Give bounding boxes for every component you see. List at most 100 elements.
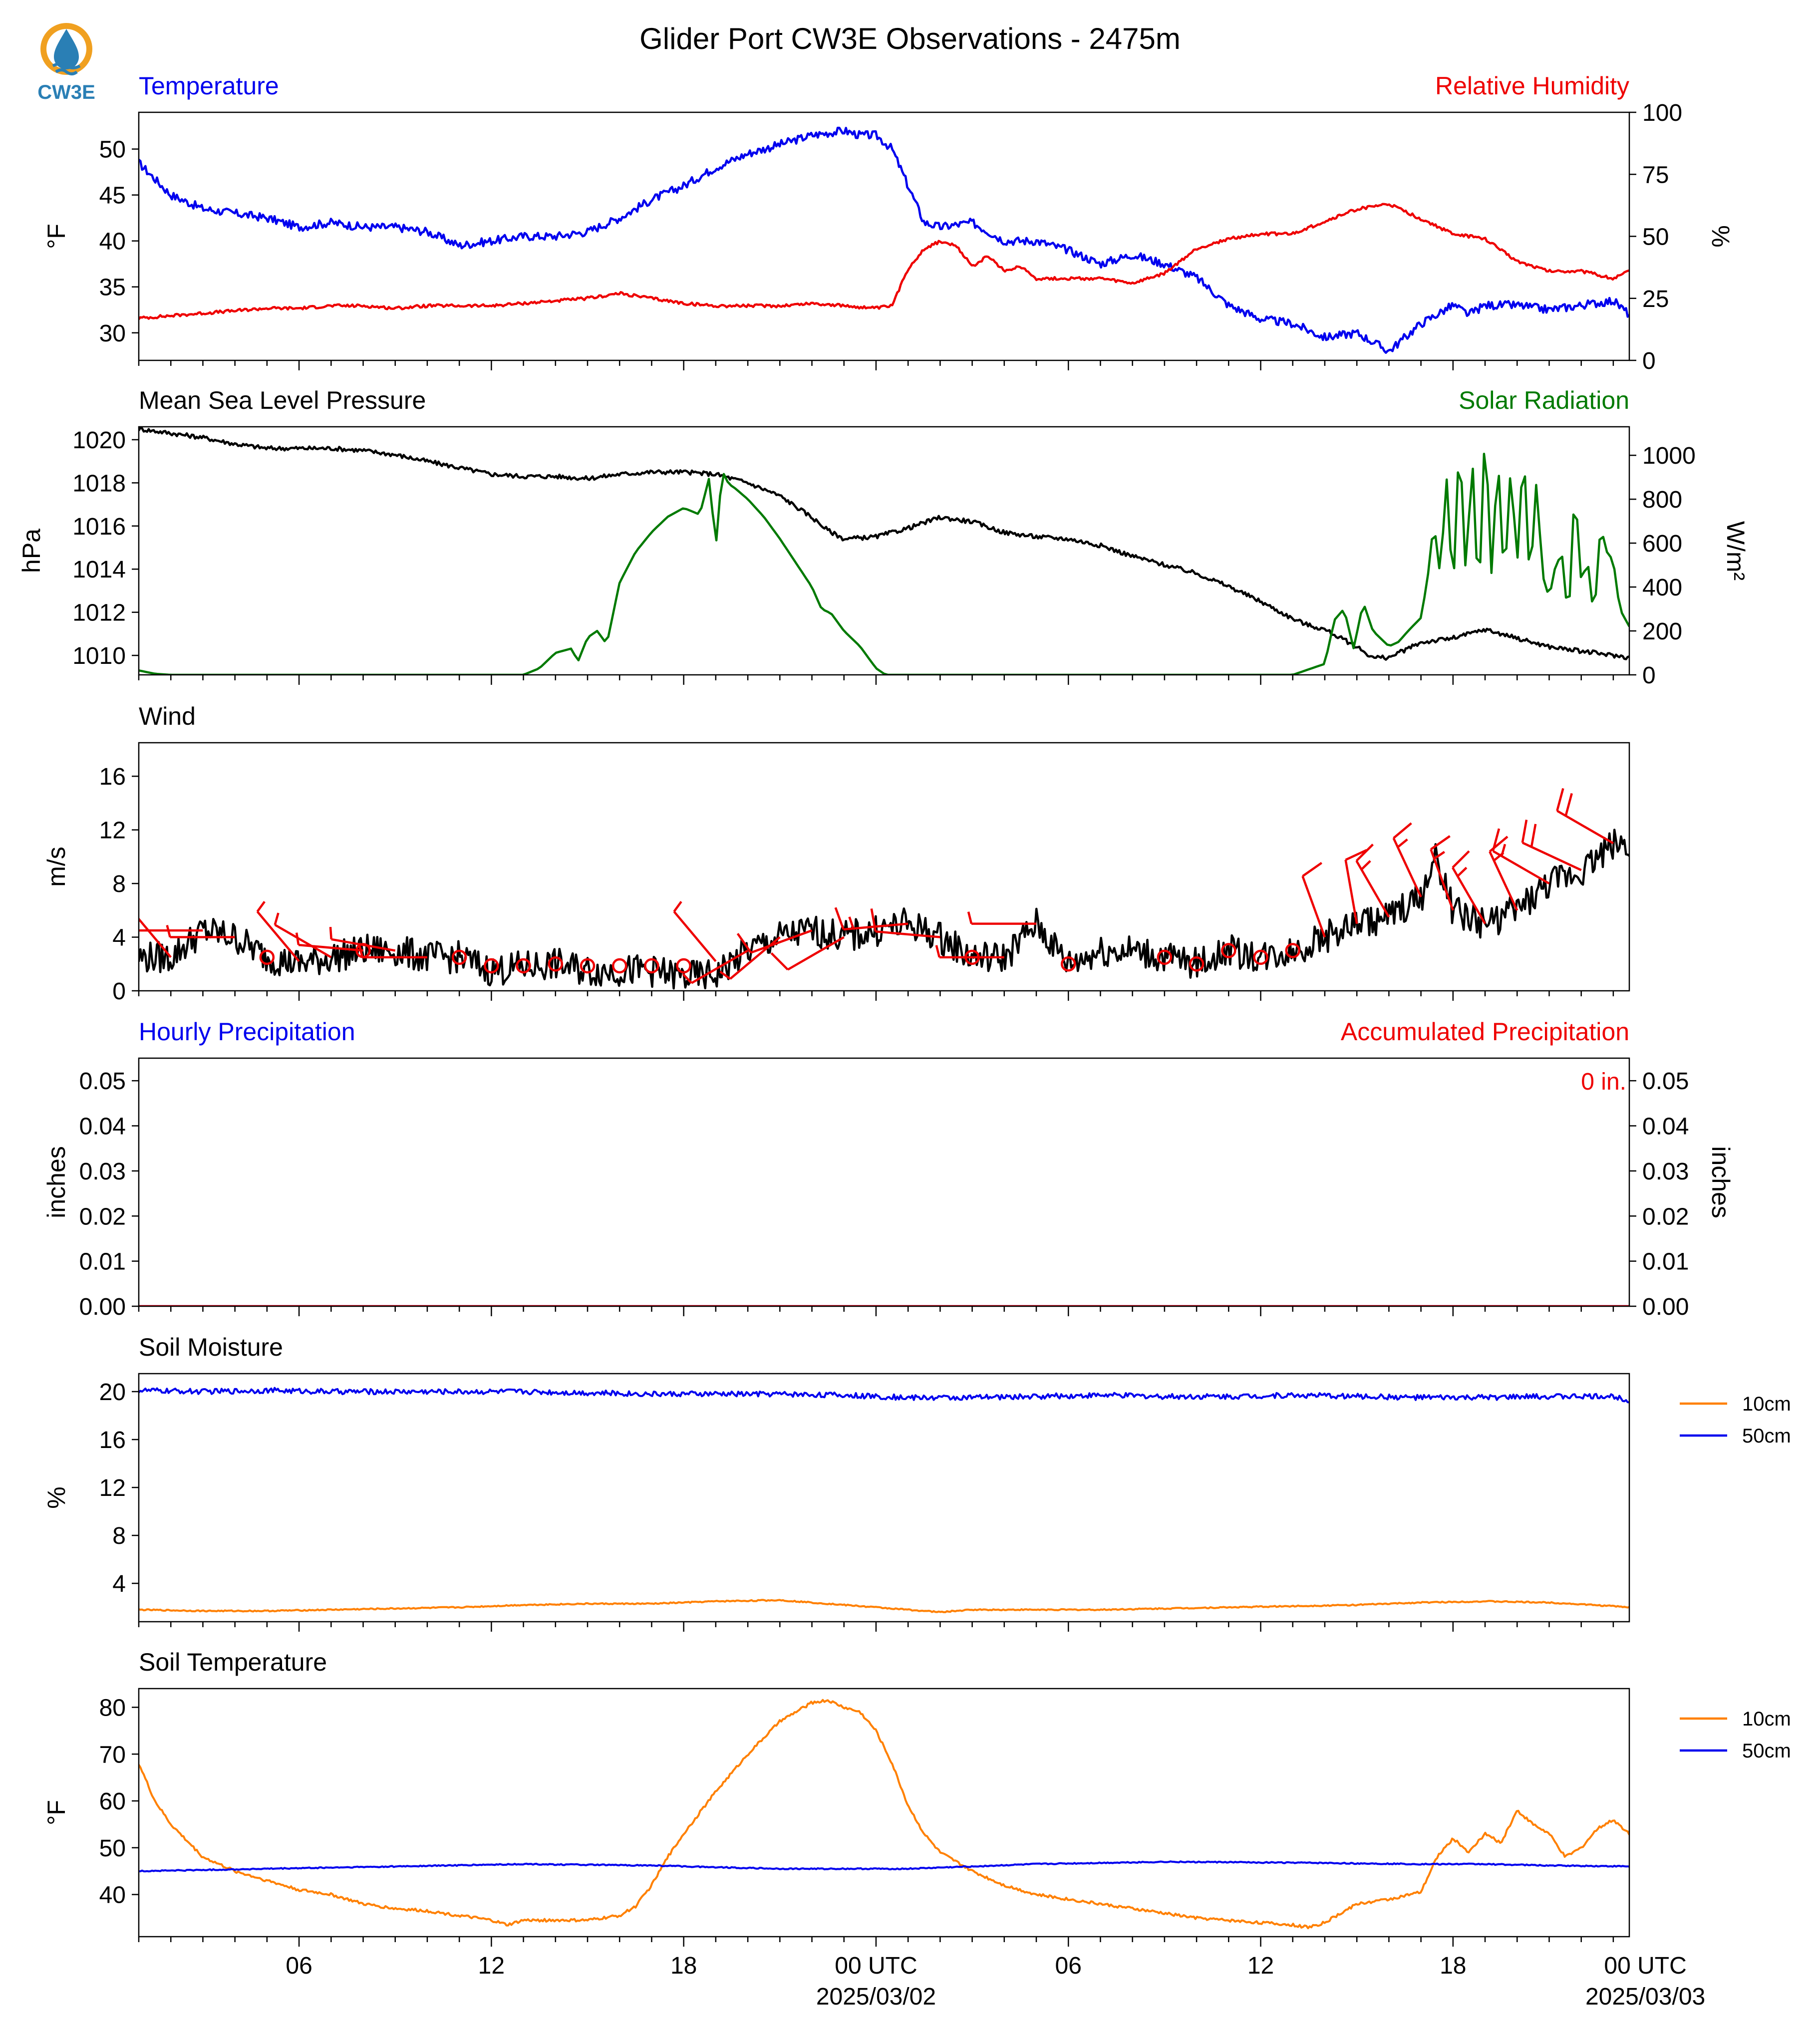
x-tick-label: 00 UTC	[835, 1953, 917, 1979]
y-tick-label-left: 0	[112, 978, 126, 1005]
y-tick-label-left: 30	[99, 320, 126, 347]
wind-barb-half-feather	[1501, 844, 1507, 857]
wind-barb-staff	[1430, 849, 1454, 911]
y-tick-label-left: 0.03	[79, 1159, 126, 1185]
wind-barb-half-feather	[935, 945, 940, 958]
panel-title-left: Wind	[139, 702, 196, 730]
y-axis-label-left: hPa	[17, 529, 45, 573]
y-tick-label-left: 1018	[72, 470, 126, 497]
y-tick-label-left: 4	[112, 1571, 126, 1597]
wind-barb-half-feather	[129, 897, 137, 907]
wind-barb-half-feather	[358, 945, 364, 958]
y-tick-label-right: 400	[1642, 575, 1682, 601]
wind-barb-calm	[580, 958, 596, 974]
series-line-0	[139, 1699, 1629, 1930]
y-tick-label-right: 0.05	[1642, 1068, 1689, 1095]
axes-frame	[138, 426, 1630, 676]
wind-barb-staff	[673, 910, 717, 962]
y-axis-label-right: inches	[1707, 1146, 1735, 1218]
x-tick-label: 12	[478, 1953, 505, 1979]
wind-barb-feather	[1492, 828, 1501, 852]
axes-frame	[138, 111, 1630, 361]
x-tick-label: 18	[670, 1953, 697, 1979]
wind-barb-feather	[1521, 820, 1528, 843]
y-tick-label-left: 1012	[72, 600, 126, 626]
wind-barb-calm	[451, 949, 467, 965]
x-tick-label: 12	[1247, 1953, 1274, 1979]
figure-title: Glider Port CW3E Observations - 2475m	[639, 22, 1181, 55]
y-tick-label-left: 1016	[72, 514, 126, 540]
panel-title-left: Temperature	[139, 72, 279, 100]
series-group	[139, 1699, 1629, 1930]
panel-title-right: Accumulated Precipitation	[1341, 1018, 1629, 1046]
y-tick-label-right: 0.00	[1642, 1294, 1689, 1320]
wind-barb-calm	[548, 956, 564, 972]
wind-barb-calm	[1221, 943, 1236, 958]
panel-title-left: Hourly Precipitation	[139, 1018, 355, 1046]
legend-label: 10cm	[1742, 1393, 1791, 1415]
series-group	[139, 829, 1629, 990]
wind-barb-feather	[870, 908, 877, 932]
series-line-0	[139, 829, 1629, 990]
wind-barb-half-feather	[967, 911, 973, 924]
y-tick-label-left: 45	[99, 183, 126, 209]
wind-barb-staff	[1521, 842, 1582, 871]
wind-barb-staff	[1489, 851, 1518, 911]
wind-barb-calm	[1189, 956, 1205, 972]
series-group	[139, 126, 1629, 354]
y-axis-label-left: °F	[42, 1800, 70, 1825]
wind-barb-calm	[611, 958, 627, 974]
wind-barb-half-feather	[274, 912, 280, 925]
wind-barb-staff	[787, 936, 845, 971]
wind-barb-feather	[1430, 835, 1451, 851]
wind-barb-half-feather	[295, 932, 300, 945]
cw3e-logo: CW3E	[29, 18, 104, 103]
panel-4: Soil Moisture 4 8 12 16 20% 10cm 50cm	[42, 1333, 1791, 1632]
axes-frame	[138, 1057, 1630, 1307]
x-tick-label: 18	[1440, 1953, 1466, 1979]
wind-barbs	[129, 788, 1614, 984]
y-tick-label-right: 25	[1642, 286, 1669, 312]
wind-barb-calm	[259, 949, 275, 965]
wind-barb-staff	[256, 910, 300, 962]
panel-title-right: Solar Radiation	[1459, 386, 1629, 414]
y-tick-label-left: 4	[112, 925, 126, 951]
wind-barb-half-feather	[848, 916, 855, 929]
y-tick-label-right: 0.04	[1642, 1114, 1689, 1140]
panel-title-left: Soil Moisture	[139, 1333, 283, 1361]
wind-barb-staff	[1301, 875, 1326, 938]
legend-label: 50cm	[1742, 1740, 1791, 1762]
wind-barb-half-feather	[166, 924, 171, 938]
y-tick-label-right: 100	[1642, 100, 1682, 126]
wind-barb-feather	[1564, 793, 1573, 817]
y-tick-label-right: 200	[1642, 618, 1682, 645]
y-tick-label-left: 0.00	[79, 1294, 126, 1320]
x-tick-label: 00 UTC	[1604, 1953, 1686, 1979]
panel-title-left: Soil Temperature	[139, 1648, 327, 1676]
panel-2: Wind 0 4 8 12 16 m/s	[42, 702, 1630, 1005]
y-axis-label-left: m/s	[42, 847, 70, 887]
panel-5: Soil Temperature 40 50 60 70 80 °F 10cm 50cm 06 12…	[42, 1648, 1791, 2010]
wind-barb-staff	[875, 930, 940, 938]
y-tick-label-right: 0.03	[1642, 1159, 1689, 1185]
y-tick-label-left: 40	[99, 229, 126, 255]
y-tick-label-right: 800	[1642, 487, 1682, 513]
logo-text: CW3E	[37, 81, 95, 103]
axes-frame	[138, 1688, 1630, 1938]
panel-title-left: Mean Sea Level Pressure	[139, 386, 426, 414]
y-tick-label-left: 12	[99, 1475, 126, 1501]
wind-barb-half-feather	[1360, 860, 1371, 870]
wind-barb-half-feather	[682, 973, 693, 984]
y-tick-label-right: 0	[1642, 662, 1656, 689]
wind-barb-half-feather	[1457, 867, 1468, 877]
wind-barb-staff	[1452, 867, 1486, 924]
wind-barb-feather	[1530, 824, 1537, 848]
panel-title-right: Relative Humidity	[1435, 72, 1629, 100]
y-tick-label-right: 600	[1642, 531, 1682, 557]
wind-barb-feather	[1452, 850, 1470, 869]
wind-barb-staff	[274, 923, 332, 958]
y-tick-label-left: 20	[99, 1379, 126, 1406]
wind-barb-feather	[834, 907, 845, 930]
wind-barb-feather	[1556, 788, 1564, 812]
